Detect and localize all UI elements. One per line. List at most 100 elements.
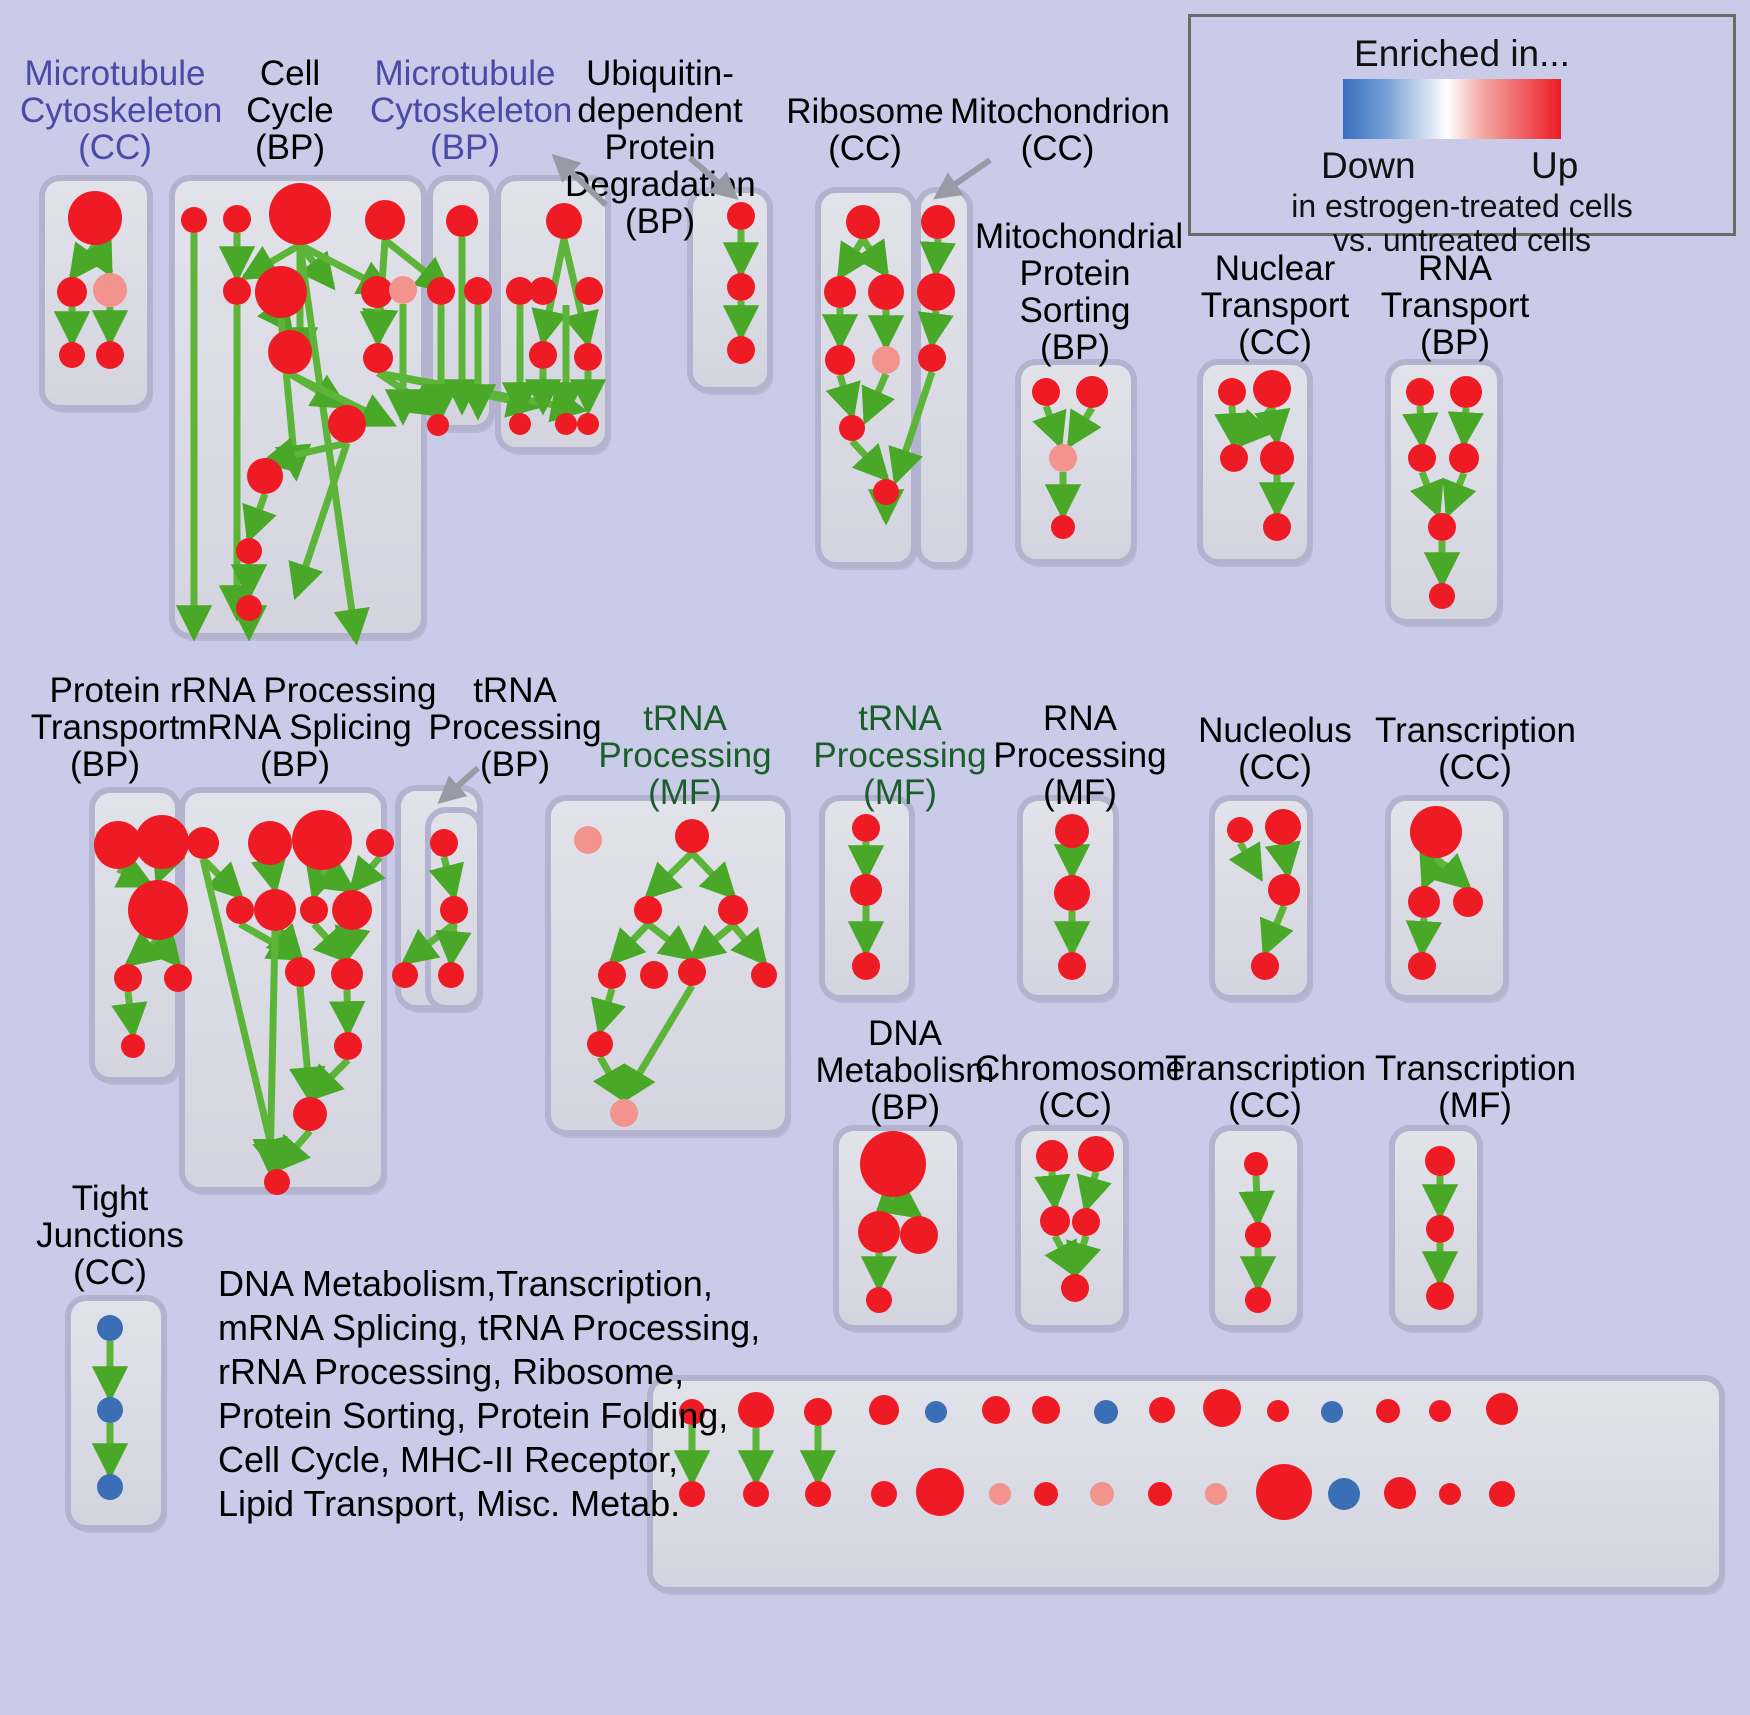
network-node[interactable] [858, 1211, 900, 1253]
network-node[interactable] [236, 538, 262, 564]
network-node[interactable] [1453, 887, 1483, 917]
network-node[interactable] [1328, 1478, 1360, 1510]
network-node[interactable] [366, 829, 394, 857]
network-node[interactable] [1051, 515, 1075, 539]
network-node[interactable] [164, 964, 192, 992]
network-node[interactable] [916, 1468, 964, 1516]
network-node[interactable] [852, 814, 880, 842]
network-node[interactable] [1256, 1464, 1312, 1520]
network-node[interactable] [529, 277, 557, 305]
network-node[interactable] [1450, 376, 1482, 408]
network-node[interactable] [114, 964, 142, 992]
network-node[interactable] [1486, 1393, 1518, 1425]
network-node[interactable] [860, 1131, 926, 1197]
network-node[interactable] [824, 276, 856, 308]
network-node[interactable] [577, 413, 599, 435]
network-node[interactable] [1251, 952, 1279, 980]
network-node[interactable] [1245, 1287, 1271, 1313]
network-node[interactable] [751, 962, 777, 988]
network-node[interactable] [871, 1481, 897, 1507]
network-node[interactable] [389, 276, 417, 304]
network-node[interactable] [1408, 952, 1436, 980]
network-node[interactable] [873, 479, 899, 505]
network-node[interactable] [1428, 513, 1456, 541]
network-node[interactable] [917, 273, 955, 311]
network-node[interactable] [598, 961, 626, 989]
network-node[interactable] [1055, 814, 1089, 848]
network-node[interactable] [334, 1032, 362, 1060]
network-node[interactable] [1321, 1401, 1343, 1423]
network-node[interactable] [1425, 1146, 1455, 1176]
network-node[interactable] [804, 1398, 832, 1426]
network-node[interactable] [181, 207, 207, 233]
network-node[interactable] [94, 821, 142, 869]
network-node[interactable] [727, 336, 755, 364]
network-node[interactable] [866, 1287, 892, 1313]
network-node[interactable] [846, 205, 880, 239]
network-node[interactable] [1218, 378, 1246, 406]
network-node[interactable] [610, 1099, 638, 1127]
network-node[interactable] [1072, 1208, 1100, 1236]
network-node[interactable] [1439, 1483, 1461, 1505]
network-node[interactable] [128, 880, 188, 940]
network-node[interactable] [121, 1034, 145, 1058]
network-node[interactable] [679, 1399, 705, 1425]
network-node[interactable] [254, 889, 296, 931]
network-node[interactable] [464, 277, 492, 305]
network-node[interactable] [1244, 1152, 1268, 1176]
network-node[interactable] [1205, 1483, 1227, 1505]
network-node[interactable] [427, 277, 455, 305]
network-node[interactable] [255, 266, 307, 318]
network-node[interactable] [430, 829, 458, 857]
network-node[interactable] [392, 962, 418, 988]
network-node[interactable] [509, 413, 531, 435]
network-node[interactable] [438, 962, 464, 988]
network-node[interactable] [1489, 1481, 1515, 1507]
network-node[interactable] [727, 202, 755, 230]
network-node[interactable] [365, 200, 405, 240]
network-node[interactable] [328, 405, 366, 443]
network-node[interactable] [921, 205, 955, 239]
network-node[interactable] [989, 1483, 1011, 1505]
network-node[interactable] [1268, 874, 1300, 906]
network-node[interactable] [1410, 806, 1462, 858]
network-node[interactable] [300, 896, 328, 924]
network-node[interactable] [675, 819, 709, 853]
network-node[interactable] [97, 1397, 123, 1423]
network-node[interactable] [506, 277, 534, 305]
network-node[interactable] [1384, 1477, 1416, 1509]
network-node[interactable] [1429, 1400, 1451, 1422]
network-node[interactable] [679, 1481, 705, 1507]
network-node[interactable] [1227, 817, 1253, 843]
network-node[interactable] [1078, 1136, 1114, 1172]
network-node[interactable] [839, 415, 865, 441]
network-node[interactable] [1267, 1400, 1289, 1422]
network-node[interactable] [57, 277, 87, 307]
network-node[interactable] [1245, 1222, 1271, 1248]
network-node[interactable] [925, 1401, 947, 1423]
network-node[interactable] [1032, 1396, 1060, 1424]
network-node[interactable] [331, 958, 363, 990]
network-node[interactable] [427, 414, 449, 436]
network-node[interactable] [529, 341, 557, 369]
network-node[interactable] [825, 345, 855, 375]
network-node[interactable] [135, 815, 189, 869]
network-node[interactable] [1376, 1399, 1400, 1423]
network-node[interactable] [1094, 1400, 1118, 1424]
network-node[interactable] [1220, 444, 1248, 472]
network-node[interactable] [575, 277, 603, 305]
network-node[interactable] [187, 827, 219, 859]
network-node[interactable] [900, 1216, 938, 1254]
network-node[interactable] [223, 205, 251, 233]
network-node[interactable] [1253, 370, 1291, 408]
network-node[interactable] [440, 896, 468, 924]
network-node[interactable] [634, 896, 662, 924]
network-node[interactable] [269, 183, 331, 245]
network-node[interactable] [805, 1481, 831, 1507]
network-node[interactable] [223, 277, 251, 305]
network-node[interactable] [96, 341, 124, 369]
network-node[interactable] [93, 273, 127, 307]
network-node[interactable] [248, 821, 292, 865]
network-node[interactable] [555, 413, 577, 435]
network-node[interactable] [268, 330, 312, 374]
